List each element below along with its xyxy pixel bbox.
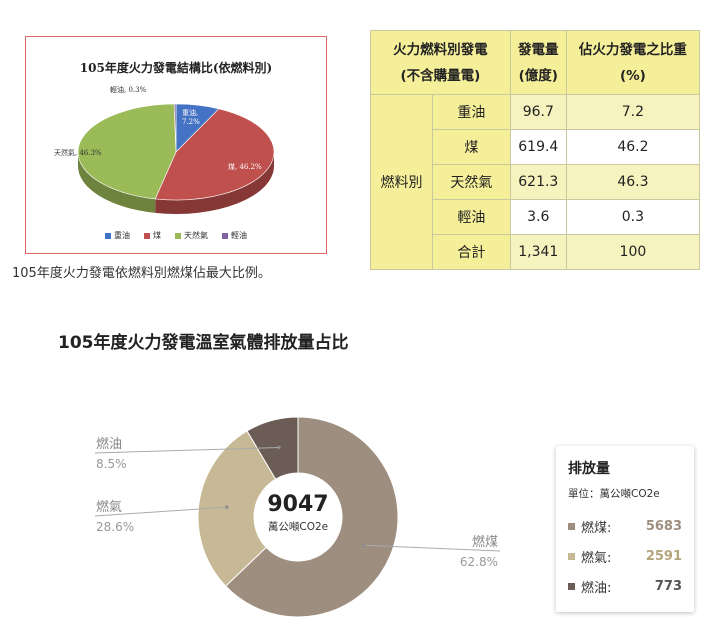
table-row: 輕油 3.6 0.3 (371, 199, 701, 235)
donut-center-value: 9047 (267, 492, 328, 517)
fuel-cell: 輕油 (432, 199, 511, 235)
donut-label-name-oil: 燃油 (96, 436, 122, 452)
emission-value: 773 (654, 578, 682, 594)
donut-label-pct-coal: 62.8% (460, 555, 498, 569)
pie1-title: 105年度火力發電結構比(依燃料別) (79, 61, 273, 75)
share-cell: 0.3 (565, 199, 701, 235)
generation-table: 火力燃料別發電 (不含購量電) 發電量 (億度) 佔火力發電之比重 (%) 燃料… (370, 30, 701, 270)
pie1-label-gas: 天然氣, 46.3% (54, 148, 102, 157)
fuel-structure-pie-chart: 重油, 7.2% 煤, 46.2% 天然氣, 46.3% 輕油, 0.3% 105年度火… (25, 36, 327, 254)
pie1-label-light-oil: 輕油, 0.3% (110, 85, 147, 94)
emission-name: 燃氣: (581, 550, 612, 566)
legend-swatch-light-oil (222, 232, 228, 239)
share-cell: 100 (565, 234, 701, 270)
legend-item-coal: 煤 (144, 230, 161, 241)
gen-cell: 621.3 (509, 164, 567, 200)
legend-label-gas: 天然氣 (184, 231, 208, 240)
emission-card-unit: 單位：萬公噸CO2e (568, 488, 660, 500)
table-header-row: 火力燃料別發電 (不含購量電) 發電量 (億度) 佔火力發電之比重 (%) (370, 30, 701, 95)
fuel-structure-pie-svg: 重油, 7.2% 煤, 46.2% 天然氣, 46.3% 輕油, 0.3% (54, 85, 275, 215)
donut-center-unit: 萬公噸CO2e (268, 520, 328, 533)
fuel-cell: 合計 (432, 234, 511, 270)
header-share: 佔火力發電之比重 (%) (565, 30, 701, 95)
header-generation: 發電量 (億度) (509, 30, 567, 95)
pie1-side-gas (78, 152, 156, 213)
header-fuel-type-line1: 火力燃料別發電 (393, 41, 488, 58)
donut-label-name-gas: 燃氣 (96, 499, 122, 515)
gen-cell: 619.4 (509, 129, 567, 165)
emission-value: 2591 (645, 548, 682, 564)
pie1-label-coal: 煤, 46.2% (228, 162, 262, 171)
table-row: 天然氣 621.3 46.3 (371, 164, 701, 200)
group-label: 燃料別 (370, 94, 433, 270)
legend-item-gas: 天然氣 (175, 230, 208, 241)
swatch-gas (568, 552, 575, 560)
donut-leader-coal (364, 544, 501, 552)
swatch-oil (568, 582, 575, 590)
emission-row-oil: 燃油: 773 (568, 571, 682, 601)
fuel-cell: 煤 (432, 129, 511, 165)
donut-label-name-coal: 燃煤 (472, 534, 498, 550)
share-cell: 46.2 (565, 129, 701, 165)
table-row: 燃料別 重油 96.7 7.2 (370, 94, 701, 270)
donut-leader-gas (94, 506, 227, 517)
table-row: 煤 619.4 46.2 (371, 129, 701, 165)
pie1-legend: 重油 煤 天然氣 輕油 (26, 230, 326, 241)
donut-leader-dot-oil (277, 445, 281, 450)
gen-cell: 1,341 (509, 234, 567, 270)
donut-title: 105年度火力發電溫室氣體排放量占比 (58, 333, 349, 353)
gen-cell: 96.7 (509, 94, 567, 130)
emission-row-gas: 燃氣: 2591 (568, 541, 682, 571)
donut-slice-gas (197, 430, 277, 587)
legend-label-light-oil: 輕油 (231, 231, 247, 240)
legend-swatch-coal (144, 232, 150, 239)
emission-donut-chart: 燃煤 62.8% 燃氣 28.6% 燃油 8.5% 9047 萬公噸CO2e (94, 416, 501, 618)
pie1-side-coal (155, 152, 274, 215)
legend-item-heavy-oil: 重油 (105, 230, 130, 241)
gen-cell: 3.6 (509, 199, 567, 235)
pie1-slice-coal (154, 108, 275, 201)
pie1-label-heavy-oil: 重油, 7.2% (182, 108, 200, 126)
donut-label-pct-gas: 28.6% (96, 520, 134, 534)
header-share-line2: (%) (619, 67, 646, 84)
donut-slice-coal (224, 416, 399, 618)
pie-caption: 105年度火力發電依燃料別燃煤佔最大比例。 (12, 266, 271, 281)
legend-label-coal: 煤 (153, 231, 161, 240)
header-share-line1: 佔火力發電之比重 (578, 41, 687, 58)
legend-label-heavy-oil: 重油 (114, 231, 130, 240)
pie1-side-group (78, 152, 274, 215)
donut-leader-oil (94, 447, 279, 454)
emission-name: 燃油: (581, 580, 612, 596)
fuel-cell: 重油 (432, 94, 511, 130)
header-fuel-type: 火力燃料別發電 (不含購量電) (370, 30, 511, 95)
pie1-slice-light-oil (173, 103, 177, 153)
emission-row-coal: 燃煤: 5683 (568, 511, 682, 541)
emission-card-title: 排放量 (568, 461, 610, 477)
pie1-slice-gas (77, 103, 177, 200)
swatch-coal (568, 522, 575, 530)
emission-name: 燃煤: (581, 520, 612, 536)
emission-value: 5683 (645, 518, 682, 534)
table-row: 合計 1,341 100 (371, 234, 701, 270)
fuel-cell: 天然氣 (432, 164, 511, 200)
donut-label-pct-oil: 8.5% (96, 457, 127, 471)
header-fuel-type-line2: (不含購量電) (400, 67, 481, 84)
share-cell: 46.3 (565, 164, 701, 200)
header-generation-line2: (億度) (518, 67, 558, 84)
legend-swatch-gas (175, 232, 181, 239)
legend-item-light-oil: 輕油 (222, 230, 247, 241)
emission-card: 排放量 單位：萬公噸CO2e 燃煤: 5683 燃氣: 2591 燃油: 773 (556, 446, 694, 612)
share-cell: 7.2 (565, 94, 701, 130)
legend-swatch-heavy-oil (105, 232, 111, 239)
header-generation-line1: 發電量 (518, 41, 559, 58)
